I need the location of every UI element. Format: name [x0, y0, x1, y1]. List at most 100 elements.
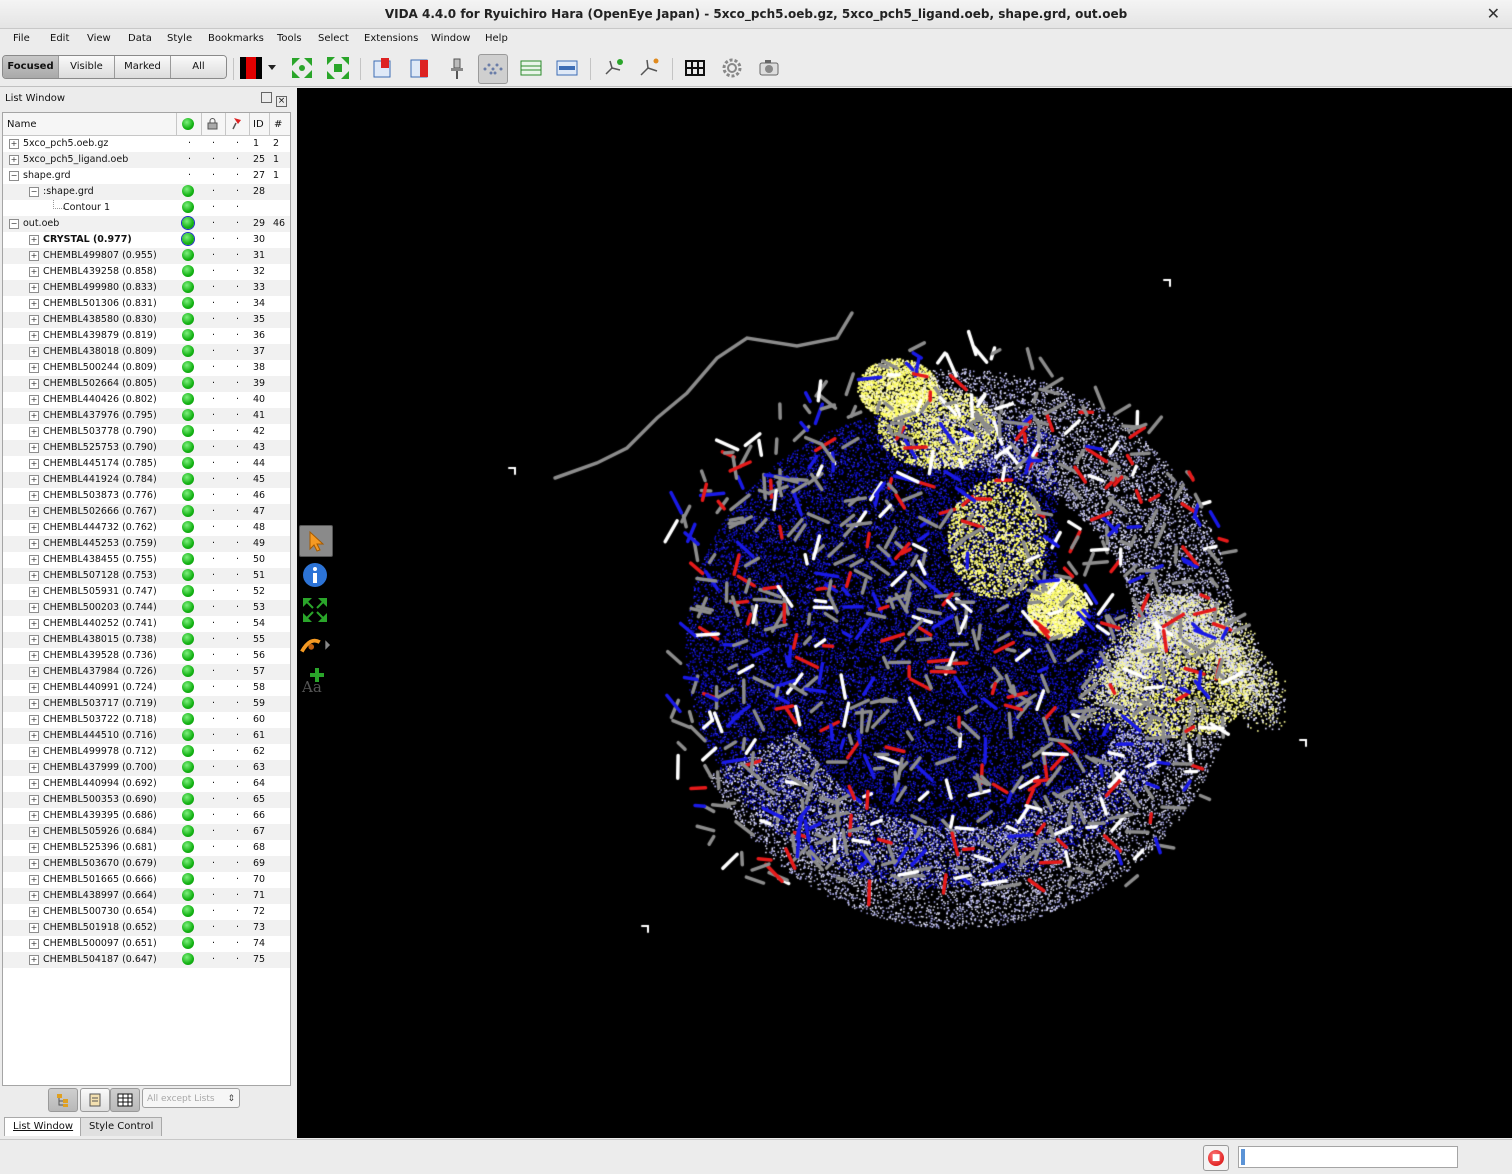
edit-molecule-button[interactable] [636, 54, 664, 82]
visibility-toggle-icon[interactable] [182, 249, 194, 261]
table-row[interactable]: + CHEMBL501918 (0.652) · · 73 [3, 920, 290, 936]
expand-icon[interactable]: + [29, 891, 39, 901]
lock-toggle[interactable]: · [212, 618, 216, 629]
pin-toggle[interactable]: · [236, 810, 240, 821]
table-row[interactable]: + CHEMBL505926 (0.684) · · 67 [3, 824, 290, 840]
expand-icon[interactable]: + [29, 763, 39, 773]
visibility-toggle-icon[interactable] [182, 505, 194, 517]
visibility-toggle-icon[interactable] [182, 633, 194, 645]
visibility-toggle-icon[interactable] [182, 457, 194, 469]
fit-visible-button[interactable] [288, 54, 316, 82]
table-row[interactable]: + CHEMBL441924 (0.784) · · 45 [3, 472, 290, 488]
pin-toggle[interactable]: · [236, 298, 240, 309]
molecule-canvas[interactable] [297, 88, 1512, 1138]
lock-toggle[interactable]: · [212, 842, 216, 853]
expand-icon[interactable]: + [29, 459, 39, 469]
center-tool[interactable] [299, 595, 331, 625]
expand-icon[interactable]: + [29, 443, 39, 453]
pin-toggle[interactable]: · [236, 714, 240, 725]
lock-toggle[interactable]: · [212, 906, 216, 917]
close-icon[interactable]: ✕ [1486, 4, 1500, 23]
visible-column-icon[interactable] [182, 118, 194, 133]
visibility-toggle-icon[interactable]: · [188, 170, 192, 181]
table-row[interactable]: + CHEMBL503873 (0.776) · · 46 [3, 488, 290, 504]
molecule-viewer[interactable] [297, 88, 1512, 1138]
expand-icon[interactable]: + [29, 395, 39, 405]
scope-marked-button[interactable]: Marked [115, 56, 171, 78]
visibility-toggle-icon[interactable] [182, 409, 194, 421]
atom-display-button[interactable] [478, 54, 508, 84]
lock-toggle[interactable]: · [212, 362, 216, 373]
pin-toggle[interactable]: · [236, 186, 240, 197]
table-row[interactable]: +5xco_pch5_ligand.oeb · · · 25 1 [3, 152, 290, 168]
visibility-toggle-icon[interactable]: · [188, 138, 192, 149]
table-row[interactable]: + CHEMBL500097 (0.651) · · 74 [3, 936, 290, 952]
table-row[interactable]: + CHEMBL502666 (0.767) · · 47 [3, 504, 290, 520]
expand-icon[interactable]: + [29, 811, 39, 821]
menu-select[interactable]: Select [318, 33, 349, 44]
lock-toggle[interactable]: · [212, 170, 216, 181]
table-row[interactable]: + CHEMBL440991 (0.724) · · 58 [3, 680, 290, 696]
expand-icon[interactable]: + [29, 955, 39, 965]
lock-toggle[interactable]: · [212, 186, 216, 197]
table-row[interactable]: + CHEMBL499807 (0.955) · · 31 [3, 248, 290, 264]
table-row[interactable]: + CHEMBL439258 (0.858) · · 32 [3, 264, 290, 280]
menu-tools[interactable]: Tools [277, 33, 302, 44]
lock-toggle[interactable]: · [212, 410, 216, 421]
lock-toggle[interactable]: · [212, 458, 216, 469]
expand-icon[interactable]: + [29, 283, 39, 293]
pin-toggle[interactable]: · [236, 202, 240, 213]
pin-toggle[interactable]: · [236, 410, 240, 421]
pin-toggle[interactable]: · [236, 906, 240, 917]
lock-toggle[interactable]: · [212, 858, 216, 869]
visibility-toggle-icon[interactable] [182, 473, 194, 485]
visibility-toggle-icon[interactable] [182, 217, 194, 229]
visibility-toggle-icon[interactable]: · [188, 154, 192, 165]
expand-icon[interactable]: + [29, 939, 39, 949]
tab-list-window[interactable]: List Window [4, 1117, 83, 1136]
table-row[interactable]: + CHEMBL500203 (0.744) · · 53 [3, 600, 290, 616]
visibility-toggle-icon[interactable] [182, 201, 194, 213]
fit-all-button[interactable] [324, 54, 352, 82]
visibility-toggle-icon[interactable] [182, 825, 194, 837]
table-view-button[interactable] [110, 1088, 140, 1112]
visibility-toggle-icon[interactable] [182, 889, 194, 901]
visibility-toggle-icon[interactable] [182, 873, 194, 885]
lock-toggle[interactable]: · [212, 202, 216, 213]
pin-toggle[interactable]: · [236, 650, 240, 661]
table-row[interactable]: + CHEMBL437984 (0.726) · · 57 [3, 664, 290, 680]
menu-bookmarks[interactable]: Bookmarks [208, 33, 264, 44]
expand-icon[interactable]: + [29, 347, 39, 357]
add-molecule-button[interactable] [600, 54, 628, 82]
visibility-toggle-icon[interactable] [182, 553, 194, 565]
pin-toggle[interactable]: · [236, 490, 240, 501]
table-row[interactable]: + CHEMBL438018 (0.809) · · 37 [3, 344, 290, 360]
table-row[interactable]: + CHEMBL499978 (0.712) · · 62 [3, 744, 290, 760]
color-picker-button[interactable] [238, 54, 278, 82]
lock-toggle[interactable]: · [212, 746, 216, 757]
pin-toggle[interactable]: · [236, 618, 240, 629]
lock-toggle[interactable]: · [212, 506, 216, 517]
table-row[interactable]: + CHEMBL503670 (0.679) · · 69 [3, 856, 290, 872]
info-tool[interactable] [299, 560, 331, 590]
visibility-toggle-icon[interactable] [182, 921, 194, 933]
lock-toggle[interactable]: · [212, 586, 216, 597]
visibility-toggle-icon[interactable] [182, 601, 194, 613]
visibility-toggle-icon[interactable] [182, 729, 194, 741]
collapse-icon[interactable]: − [29, 187, 39, 197]
pin-button[interactable] [443, 54, 471, 82]
table-row[interactable]: + CHEMBL525396 (0.681) · · 68 [3, 840, 290, 856]
visibility-toggle-icon[interactable] [182, 937, 194, 949]
table-row[interactable]: + CHEMBL438580 (0.830) · · 35 [3, 312, 290, 328]
menu-edit[interactable]: Edit [50, 33, 70, 44]
lock-toggle[interactable]: · [212, 426, 216, 437]
lock-toggle[interactable]: · [212, 602, 216, 613]
table-row[interactable]: + CHEMBL499980 (0.833) · · 33 [3, 280, 290, 296]
expand-icon[interactable]: + [29, 859, 39, 869]
pin-toggle[interactable]: · [236, 266, 240, 277]
table-row[interactable]: Contour 1 · · [3, 200, 290, 216]
visibility-toggle-icon[interactable] [182, 361, 194, 373]
menu-view[interactable]: View [87, 33, 111, 44]
expand-icon[interactable]: + [29, 251, 39, 261]
pin-toggle[interactable]: · [236, 890, 240, 901]
